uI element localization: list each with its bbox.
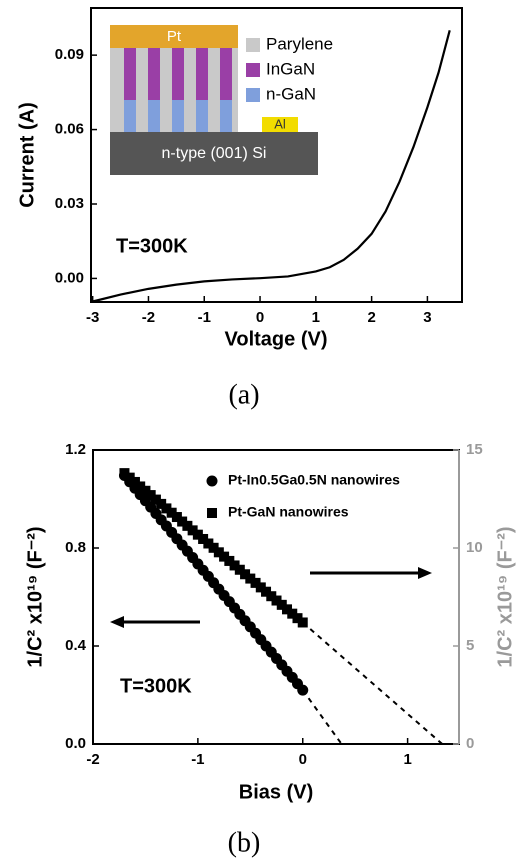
y2-tick-label: 15 [466, 441, 483, 458]
plot-frame [90, 7, 463, 303]
marker [129, 476, 140, 487]
substrate-label: n-type (001) Si [162, 145, 267, 162]
marker [150, 494, 161, 505]
legend-marker [206, 475, 218, 487]
marker [245, 573, 256, 584]
inset-legend-swatch [246, 38, 260, 52]
marker [140, 485, 151, 496]
annotation: T=300K [116, 235, 188, 257]
y-tick-label: 0.03 [55, 195, 84, 212]
arrows [110, 567, 432, 628]
legend-marker [207, 508, 217, 518]
x-tick-label: 3 [423, 309, 431, 326]
x-tick-label: 2 [367, 309, 375, 326]
nanowires [124, 48, 232, 132]
marker [229, 560, 240, 571]
marker [161, 503, 172, 514]
legend-label: Pt-GaN nanowires [228, 504, 349, 520]
inset-legend-label: Parylene [266, 34, 333, 53]
marker [224, 555, 235, 566]
y-axis-label: 1/C² x10¹⁹ (F⁻²) [24, 526, 46, 667]
marker [171, 512, 182, 523]
y-axis-label: Current (A) [16, 102, 38, 208]
y-tick-label: 0.8 [65, 539, 86, 556]
al-label: Al [274, 116, 286, 131]
marker [203, 538, 214, 549]
y2-tick-label: 10 [466, 539, 483, 556]
marker [255, 582, 266, 593]
marker [271, 595, 282, 606]
marker [287, 608, 298, 619]
legend-label: Pt-In0.5Ga0.5N nanowires [228, 472, 400, 488]
inset-legend-swatch [246, 63, 260, 77]
marker [135, 481, 146, 492]
marker [182, 520, 193, 531]
marker [177, 516, 188, 527]
iv-curve [92, 30, 451, 303]
marker [198, 533, 209, 544]
marker [192, 529, 203, 540]
marker [282, 604, 293, 615]
al-contact [262, 117, 298, 132]
marker [276, 599, 287, 610]
y-tick-label: 0.06 [55, 121, 84, 138]
marker [145, 490, 156, 501]
y-tick-label: 0.00 [55, 269, 84, 286]
y2-tick-label: 0 [466, 735, 474, 752]
marker [240, 569, 251, 580]
inset-legend-label: n-GaN [266, 84, 316, 103]
x-tick-label: 1 [403, 751, 411, 768]
marker [219, 551, 230, 562]
marker [119, 468, 130, 479]
marker [234, 564, 245, 575]
x-tick-label: -2 [86, 751, 99, 768]
pt-layer [110, 25, 238, 48]
y-tick-label: 1.2 [65, 441, 86, 458]
x-tick-label: -3 [86, 309, 99, 326]
marker [250, 577, 261, 588]
inset-legend-swatch [246, 88, 260, 102]
caption: (a) [228, 379, 259, 410]
annotation: T=300K [120, 675, 192, 697]
marker [208, 542, 219, 553]
marker [166, 507, 177, 518]
marker [213, 547, 224, 558]
x-tick-label: -2 [142, 309, 155, 326]
inset-legend-label: InGaN [266, 59, 315, 78]
x-tick-label: 0 [256, 309, 264, 326]
x-tick-label: -1 [191, 751, 204, 768]
y2-axis-label: 1/C² x10¹⁹ (F⁻²) [494, 526, 516, 667]
y-tick-label: 0.0 [65, 735, 86, 752]
x-axis-label: Voltage (V) [225, 328, 328, 350]
y2-tick-label: 5 [466, 637, 474, 654]
marker [266, 591, 277, 602]
y-tick-label: 0.09 [55, 46, 84, 63]
x-tick-label: 1 [312, 309, 320, 326]
pt-label: Pt [167, 28, 182, 45]
marker [187, 525, 198, 536]
marker [261, 586, 272, 597]
fit-line [301, 689, 343, 745]
x-axis-label: Bias (V) [239, 781, 313, 803]
marker [292, 613, 303, 624]
si-substrate [110, 132, 318, 175]
x-tick-label: -1 [198, 309, 211, 326]
inset-diagram: Pt Al n-type (001) Si [110, 25, 318, 175]
marker [156, 498, 167, 509]
marker [124, 472, 135, 483]
x-tick-label: 0 [299, 751, 307, 768]
marker [297, 617, 308, 628]
caption: (b) [228, 827, 261, 858]
fit-line [302, 621, 443, 745]
y-tick-label: 0.4 [65, 637, 87, 654]
marker [297, 684, 309, 696]
